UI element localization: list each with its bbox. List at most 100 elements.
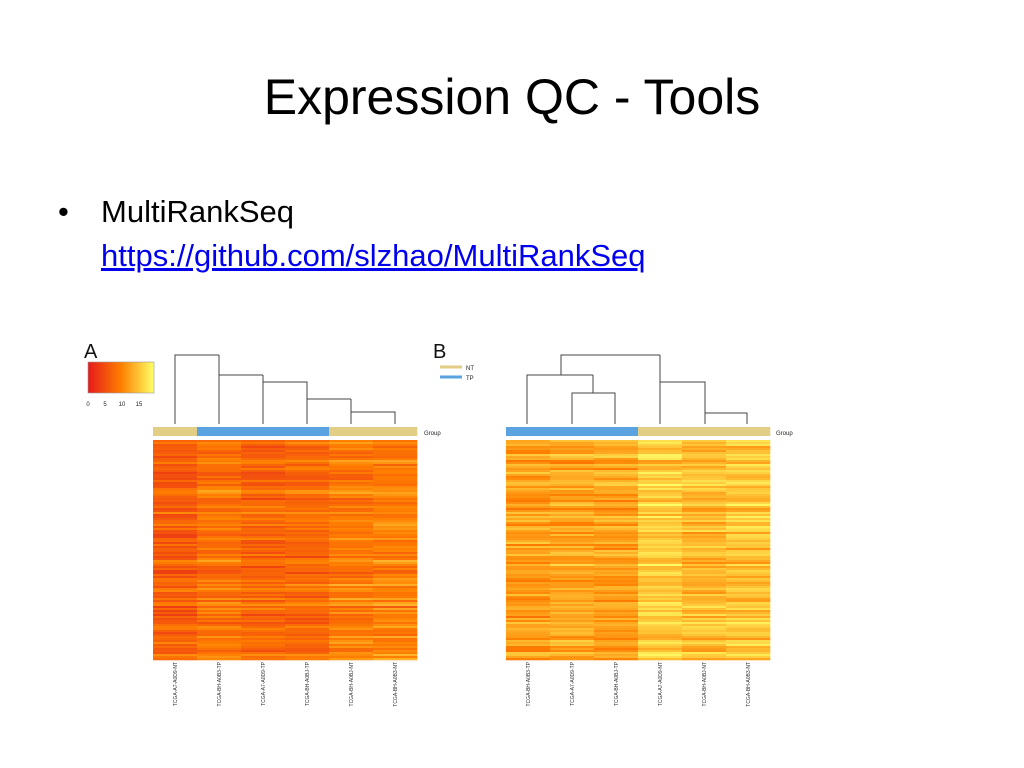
heatmap-cell: [726, 518, 771, 521]
heatmap-cell: [506, 588, 551, 591]
heatmap-cell: [682, 594, 727, 597]
heatmap-cell: [682, 546, 727, 549]
heatmap-cell: [682, 450, 727, 453]
heatmap-cell: [329, 628, 374, 631]
heatmap-cell: [285, 466, 330, 469]
heatmap-cell: [594, 448, 639, 451]
heatmap-cell: [506, 468, 551, 471]
heatmap-cell: [285, 634, 330, 637]
heatmap-cell: [726, 594, 771, 597]
heatmap-cell: [241, 504, 286, 507]
heatmap-cell: [285, 548, 330, 551]
heatmap-cell: [197, 560, 242, 563]
heatmap-cell: [506, 526, 551, 529]
heatmap-cell: [285, 496, 330, 499]
heatmap-cell: [726, 544, 771, 547]
heatmap-cell: [594, 520, 639, 523]
heatmap-cell: [682, 626, 727, 629]
heatmap-cell: [329, 490, 374, 493]
heatmap-cell: [682, 528, 727, 531]
heatmap-cell: [241, 598, 286, 601]
heatmap-cell: [373, 464, 418, 467]
heatmap-cell: [638, 590, 683, 593]
heatmap-cell: [594, 518, 639, 521]
heatmap-cell: [241, 494, 286, 497]
heatmap-cell: [329, 444, 374, 447]
heatmap-cell: [373, 574, 418, 577]
heatmap-cell: [638, 614, 683, 617]
heatmap-cell: [241, 538, 286, 541]
heatmap-cell: [594, 608, 639, 611]
heatmap-cell: [550, 536, 595, 539]
column-label: TCGA-BH-A0B3-TP: [526, 661, 532, 706]
heatmap-cell: [241, 568, 286, 571]
heatmap-cell: [285, 596, 330, 599]
heatmap-cell: [329, 504, 374, 507]
heatmap-cell: [726, 444, 771, 447]
heatmap-cell: [682, 576, 727, 579]
heatmap-cell: [726, 516, 771, 519]
heatmap-cell: [241, 444, 286, 447]
heatmap-cell: [373, 638, 418, 641]
heatmap-cell: [285, 632, 330, 635]
heatmap-cell: [682, 632, 727, 635]
heatmap-cell: [153, 536, 198, 539]
heatmap-cell: [285, 638, 330, 641]
heatmap-cell: [153, 606, 198, 609]
heatmap-cell: [594, 598, 639, 601]
heatmap-cell: [506, 536, 551, 539]
heatmap-cell: [197, 642, 242, 645]
heatmap-cell: [638, 638, 683, 641]
heatmap-cell: [197, 454, 242, 457]
heatmap-cell: [241, 482, 286, 485]
heatmap-cell: [550, 562, 595, 565]
heatmap-cell: [329, 564, 374, 567]
heatmap-cell: [726, 454, 771, 457]
heatmap-cell: [726, 510, 771, 513]
heatmap-cell: [329, 480, 374, 483]
heatmap-cell: [373, 508, 418, 511]
heatmap-cell: [594, 490, 639, 493]
heatmap-cell: [682, 624, 727, 627]
heatmap-cell: [638, 498, 683, 501]
heatmap-cell: [682, 602, 727, 605]
column-label: TCGA-BH-A0BJ-NT: [349, 662, 355, 706]
heatmap-cell: [682, 558, 727, 561]
heatmap-cell: [373, 506, 418, 509]
heatmap-cell: [197, 594, 242, 597]
heatmap-cell: [682, 500, 727, 503]
heatmap-cell: [638, 606, 683, 609]
heatmap-cell: [285, 526, 330, 529]
heatmap-cell: [285, 590, 330, 593]
heatmap-cell: [153, 598, 198, 601]
heatmap-cell: [594, 458, 639, 461]
heatmap-cell: [153, 450, 198, 453]
heatmap-cell: [682, 610, 727, 613]
heatmap-cell: [682, 530, 727, 533]
heatmap-cell: [153, 554, 198, 557]
heatmap-cell: [241, 466, 286, 469]
heatmap-cell: [197, 636, 242, 639]
heatmap-cell: [726, 568, 771, 571]
heatmap-cell: [594, 550, 639, 553]
heatmap-cell: [197, 458, 242, 461]
column-label: TCGA-BH-A0BJ-TP: [614, 661, 620, 706]
heatmap-cell: [682, 522, 727, 525]
heatmap-cell: [197, 496, 242, 499]
heatmap-cell: [550, 530, 595, 533]
heatmap-cell: [726, 534, 771, 537]
heatmap-cell: [241, 520, 286, 523]
heatmap-cell: [373, 454, 418, 457]
heatmap-cell: [285, 620, 330, 623]
heatmap-cell: [153, 630, 198, 633]
heatmap-cell: [241, 566, 286, 569]
heatmap-cell: [241, 492, 286, 495]
heatmap-cell: [153, 440, 198, 443]
heatmap-cell: [726, 468, 771, 471]
heatmap-cell: [594, 570, 639, 573]
heatmap-cell: [726, 570, 771, 573]
github-link[interactable]: https://github.com/slzhao/MultiRankSeq: [101, 238, 646, 273]
heatmap-cell: [241, 594, 286, 597]
heatmap-cell: [329, 602, 374, 605]
heatmap-cell: [285, 622, 330, 625]
